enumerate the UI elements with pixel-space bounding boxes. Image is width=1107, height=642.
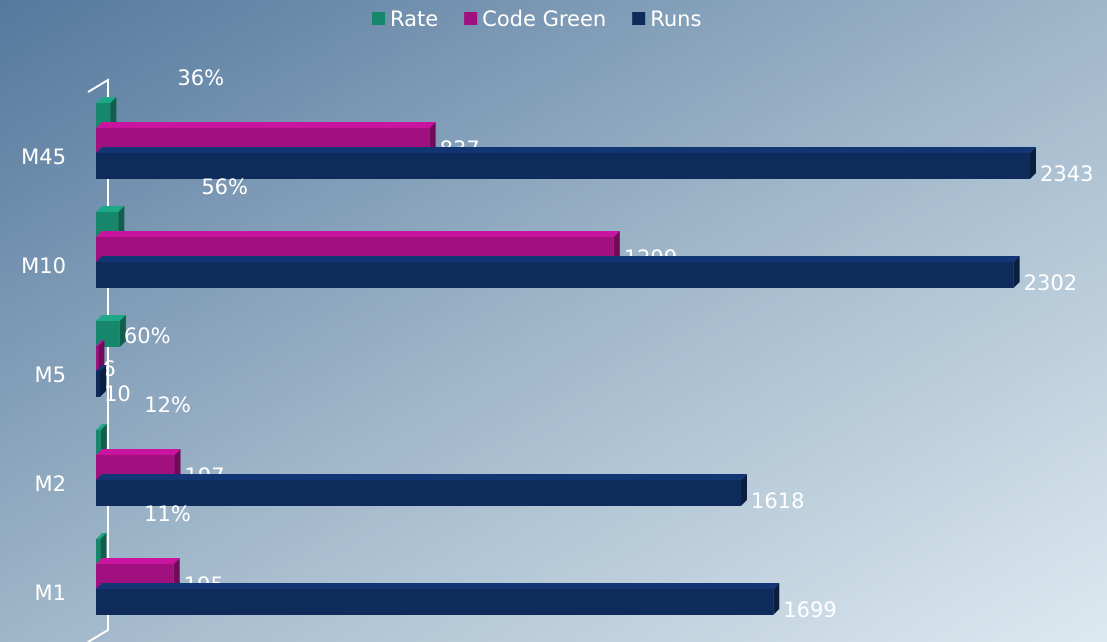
data-label: 2343 (1040, 162, 1093, 186)
legend-swatch (372, 12, 385, 25)
bar (96, 371, 100, 397)
bar-top (96, 558, 180, 564)
data-label: 12% (144, 393, 191, 417)
bar-side (100, 533, 107, 565)
bar (96, 589, 774, 615)
bar-top (96, 533, 107, 539)
y-tick-label: M2 (35, 472, 66, 496)
bar (96, 346, 99, 372)
data-label: 56% (201, 175, 248, 199)
bar-top (96, 365, 106, 371)
bar-top (96, 424, 107, 430)
data-label: 60% (124, 324, 171, 348)
bar-side (119, 315, 126, 347)
data-label: 36% (177, 66, 224, 90)
bar (96, 153, 1030, 179)
bar-top (96, 340, 105, 346)
legend-swatch (464, 12, 478, 25)
back-wall (87, 78, 109, 642)
legend-label: Code Green (482, 7, 606, 31)
bar-side (740, 474, 747, 506)
data-label: 2302 (1024, 271, 1077, 295)
y-tick-label: M1 (35, 581, 66, 605)
bar-side (1030, 147, 1036, 179)
data-label: 10 (104, 382, 131, 406)
data-label: 11% (144, 502, 191, 526)
bar-side (174, 449, 181, 481)
bar-top (96, 147, 1036, 153)
bar-top (96, 583, 780, 589)
bar-top (96, 315, 126, 321)
bar-side (110, 97, 117, 129)
bar-side (173, 558, 180, 590)
bar (96, 430, 101, 456)
bar-side (100, 424, 107, 456)
bar-side (773, 583, 780, 615)
legend-label: Rate (390, 7, 438, 31)
data-label: 1699 (783, 598, 836, 622)
bar-top (96, 231, 620, 237)
bar-top (96, 256, 1020, 262)
bar-side (1013, 256, 1020, 288)
bar (96, 480, 741, 506)
bar-side (98, 340, 105, 372)
bar-top (96, 122, 436, 128)
bar-side (99, 365, 106, 397)
y-tick-label: M5 (35, 363, 66, 387)
y-tick-label: M45 (21, 145, 66, 169)
bar-top (96, 97, 117, 103)
bar-top (96, 449, 181, 455)
legend-swatch (632, 12, 646, 25)
bar (96, 539, 101, 565)
legend: Rate Code Green Runs (372, 7, 701, 31)
bar-top (96, 474, 747, 480)
bar (96, 262, 1014, 288)
bar-side (118, 206, 125, 238)
bar-side (613, 231, 620, 263)
bar-top (96, 206, 125, 212)
data-label: 1618 (751, 489, 804, 513)
legend-label: Runs (650, 7, 701, 31)
y-tick-label: M10 (21, 254, 66, 278)
bar-side (429, 122, 436, 154)
